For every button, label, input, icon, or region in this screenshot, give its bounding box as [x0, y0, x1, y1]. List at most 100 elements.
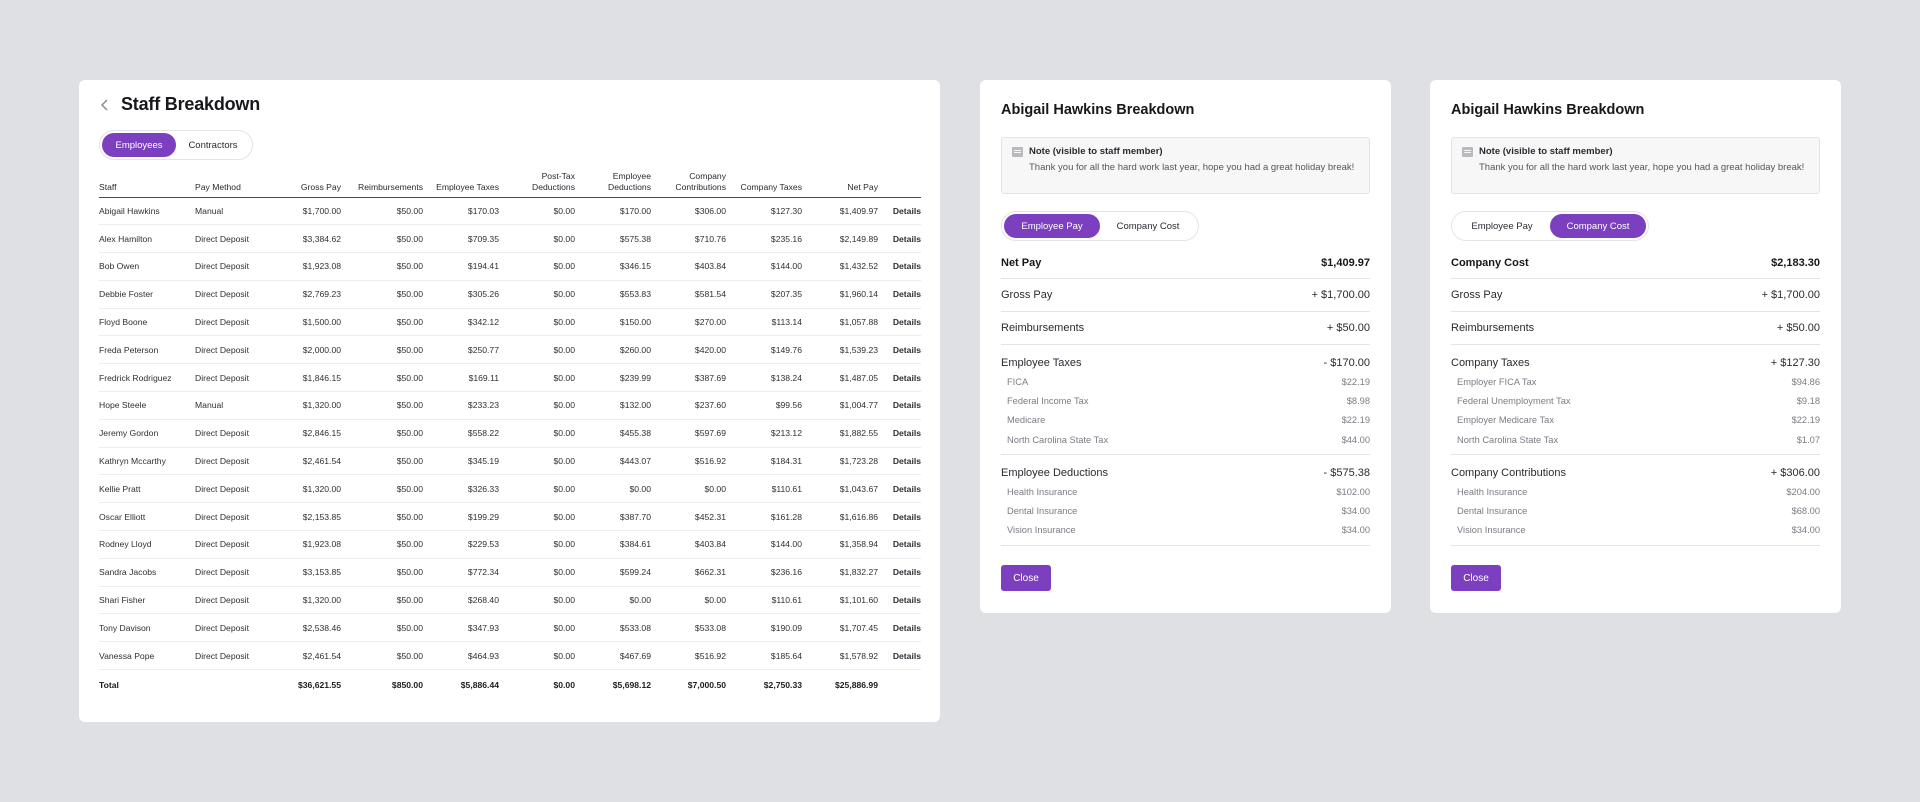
net-pay-cell: $1,358.94 — [802, 530, 878, 559]
details-link[interactable]: Details — [878, 419, 921, 448]
details-link[interactable]: Details — [878, 252, 921, 281]
employee-taxes-cell: $233.23 — [423, 391, 499, 420]
pay-method-cell: Manual — [195, 197, 269, 226]
group-header-row: Employee Taxes - $170.00 — [1001, 345, 1370, 372]
details-link[interactable]: Details — [878, 363, 921, 393]
gross-pay-cell: $2,461.54 — [269, 447, 341, 476]
note-icon — [1462, 147, 1473, 157]
breakdown-row: Reimbursements + $50.00 — [1451, 312, 1820, 345]
group-item-row: Health Insurance $204.00 — [1451, 482, 1820, 501]
details-link[interactable]: Details — [878, 308, 921, 337]
breakdown-row-label: Reimbursements — [1451, 322, 1535, 334]
gross-pay-cell: $2,000.00 — [269, 335, 341, 365]
company-contributions-cell: $403.84 — [651, 530, 726, 559]
net-pay-cell: $1,487.05 — [802, 363, 878, 393]
tab-contractors[interactable]: Contractors — [188, 139, 238, 151]
employee-deductions-cell: $553.83 — [575, 280, 651, 309]
employee-deductions-cell: $260.00 — [575, 335, 651, 365]
table-row: Shari Fisher Direct Deposit $1,320.00 $50.0… — [99, 586, 921, 615]
post-tax-deductions-cell: $0.00 — [499, 558, 575, 587]
breakdown-view-toggle: Employee Pay Company Cost — [1001, 211, 1199, 241]
column-header: Employee Deductions — [575, 167, 651, 198]
company-taxes-cell: $184.31 — [726, 447, 802, 476]
tab-employee-pay[interactable]: Employee Pay — [1004, 214, 1100, 238]
column-header: Post-Tax Deductions — [499, 167, 575, 198]
post-tax-deductions-cell: $0.00 — [499, 613, 575, 643]
details-link[interactable]: Details — [878, 447, 921, 476]
group-item-label: North Carolina State Tax — [1457, 434, 1559, 445]
employee-taxes-cell: $558.22 — [423, 419, 499, 448]
group-item-value: $94.86 — [1791, 376, 1820, 387]
reimbursements-cell: $50.00 — [341, 363, 423, 393]
company-taxes-cell: $110.61 — [726, 474, 802, 504]
summary-label: Net Pay — [1001, 257, 1042, 269]
reimbursements-cell: $50.00 — [341, 613, 423, 643]
reimbursements-cell: $50.00 — [341, 502, 423, 532]
table-row: Hope Steele Manual $1,320.00 $50.00 $233.23 $… — [99, 391, 921, 420]
details-link[interactable]: Details — [878, 280, 921, 309]
gross-pay-cell: $1,700.00 — [269, 197, 341, 226]
company-taxes-cell: $113.14 — [726, 308, 802, 337]
employee-taxes-cell: $199.29 — [423, 502, 499, 532]
post-tax-deductions-cell: $0.00 — [499, 391, 575, 420]
pay-method-cell: Direct Deposit — [195, 447, 269, 476]
pay-method-cell: Direct Deposit — [195, 474, 269, 504]
tab-company-cost[interactable]: Company Cost — [1550, 214, 1646, 238]
close-button[interactable]: Close — [1451, 565, 1501, 591]
net-pay-cell: $1,043.67 — [802, 474, 878, 504]
group-item-value: $22.19 — [1341, 376, 1370, 387]
staff-name-cell: Hope Steele — [99, 391, 195, 420]
tab-employee-pay[interactable]: Employee Pay — [1471, 220, 1533, 232]
table-row: Kathryn Mccarthy Direct Deposit $2,461.54 $… — [99, 447, 921, 476]
details-link[interactable]: Details — [878, 197, 921, 226]
company-contributions-cell: $581.54 — [651, 280, 726, 309]
details-link[interactable]: Details — [878, 502, 921, 532]
tab-employees[interactable]: Employees — [102, 133, 176, 157]
pay-method-cell: Direct Deposit — [195, 335, 269, 365]
back-button[interactable] — [95, 95, 115, 115]
company-taxes-cell: $213.12 — [726, 419, 802, 448]
details-link[interactable]: Details — [878, 613, 921, 643]
company-taxes-cell: $144.00 — [726, 530, 802, 559]
group-item-row: Health Insurance $102.00 — [1001, 482, 1370, 501]
pay-method-cell: Direct Deposit — [195, 502, 269, 532]
employee-taxes-cell: $464.93 — [423, 641, 499, 671]
company-taxes-cell: $149.76 — [726, 335, 802, 365]
details-link[interactable]: Details — [878, 558, 921, 587]
note-text: Thank you for all the hard work last yea… — [1029, 162, 1355, 173]
group-value: - $170.00 — [1323, 357, 1370, 369]
reimbursements-cell: $50.00 — [341, 474, 423, 504]
details-link[interactable]: Details — [878, 586, 921, 615]
pay-method-cell: Direct Deposit — [195, 586, 269, 615]
details-link[interactable]: Details — [878, 474, 921, 504]
staff-name-cell: Kellie Pratt — [99, 474, 195, 504]
pay-method-cell: Manual — [195, 391, 269, 420]
tab-company-cost[interactable]: Company Cost — [1116, 220, 1180, 232]
breakdown-view-toggle: Employee Pay Company Cost — [1451, 211, 1649, 241]
post-tax-deductions-cell: $0.00 — [499, 197, 575, 226]
staff-name-cell: Bob Owen — [99, 252, 195, 281]
details-link[interactable]: Details — [878, 391, 921, 420]
group-label: Company Contributions — [1451, 467, 1566, 480]
staff-name-cell: Kathryn Mccarthy — [99, 447, 195, 476]
company-contributions-cell: $420.00 — [651, 335, 726, 365]
details-link[interactable]: Details — [878, 530, 921, 559]
group-value: + $306.00 — [1770, 467, 1820, 480]
details-link[interactable]: Details — [878, 335, 921, 365]
close-button[interactable]: Close — [1001, 565, 1051, 591]
net-pay-cell: $1,960.14 — [802, 280, 878, 309]
net-pay-cell: $1,539.23 — [802, 335, 878, 365]
staff-header: Staff Breakdown — [95, 94, 260, 115]
details-link[interactable]: Details — [878, 224, 921, 254]
total-net-pay-cell: $25,886.99 — [834, 679, 878, 690]
chevron-left-icon — [100, 98, 108, 111]
gross-pay-cell: $3,384.62 — [269, 224, 341, 254]
post-tax-deductions-cell: $0.00 — [499, 641, 575, 671]
net-pay-cell: $2,149.89 — [802, 224, 878, 254]
gross-pay-cell: $2,846.15 — [269, 419, 341, 448]
column-header: Reimbursements — [341, 167, 423, 198]
employee-taxes-cell: $268.40 — [423, 586, 499, 615]
table-row: Alex Hamilton Direct Deposit $3,384.62 $50.… — [99, 224, 921, 254]
breakdown-group: Company Taxes + $127.30 Employer FICA Tax $… — [1451, 345, 1820, 456]
details-link[interactable]: Details — [878, 641, 921, 671]
